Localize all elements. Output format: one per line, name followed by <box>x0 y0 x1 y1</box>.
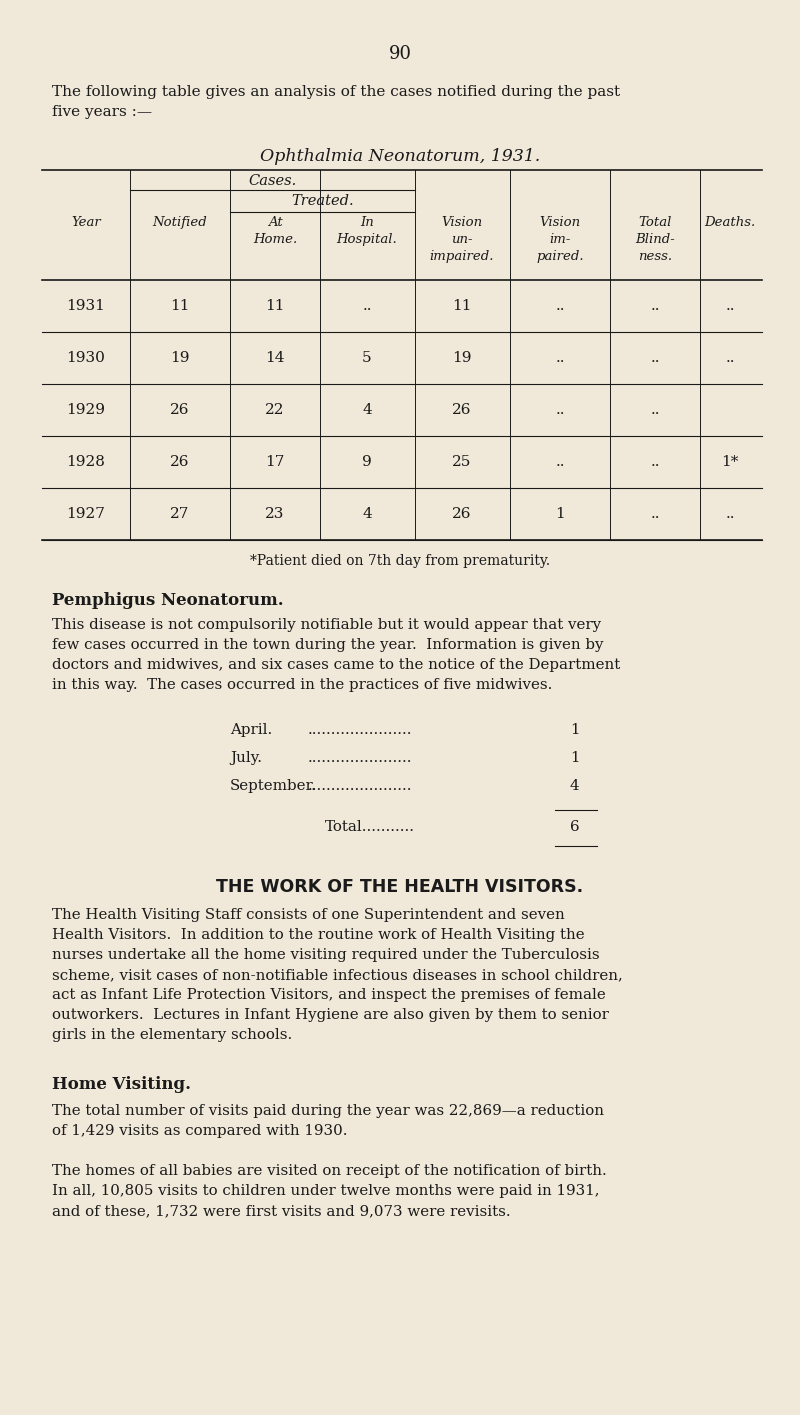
Text: Vision
im-
paired.: Vision im- paired. <box>536 216 584 263</box>
Text: ..: .. <box>650 403 660 417</box>
Text: 1929: 1929 <box>66 403 106 417</box>
Text: ..: .. <box>726 351 734 365</box>
Text: ......................: ...................... <box>308 751 413 766</box>
Text: April.: April. <box>230 723 272 737</box>
Text: 1928: 1928 <box>66 456 106 468</box>
Text: 4: 4 <box>362 403 372 417</box>
Text: 9: 9 <box>362 456 372 468</box>
Text: The following table gives an analysis of the cases notified during the past
five: The following table gives an analysis of… <box>52 85 620 119</box>
Text: Pemphigus Neonatorum.: Pemphigus Neonatorum. <box>52 591 284 608</box>
Text: Cases.: Cases. <box>248 174 297 188</box>
Text: ......................: ...................... <box>308 780 413 792</box>
Text: 1: 1 <box>555 507 565 521</box>
Text: Home Visiting.: Home Visiting. <box>52 1075 191 1092</box>
Text: 11: 11 <box>452 299 472 313</box>
Text: ..: .. <box>555 403 565 417</box>
Text: The homes of all babies are visited on receipt of the notification of birth.
In : The homes of all babies are visited on r… <box>52 1165 606 1218</box>
Text: Notified: Notified <box>153 216 207 229</box>
Text: 11: 11 <box>170 299 190 313</box>
Text: ..: .. <box>555 351 565 365</box>
Text: 1*: 1* <box>722 456 738 468</box>
Text: 26: 26 <box>452 507 472 521</box>
Text: THE WORK OF THE HEALTH VISITORS.: THE WORK OF THE HEALTH VISITORS. <box>217 877 583 896</box>
Text: ..: .. <box>555 456 565 468</box>
Text: 4: 4 <box>570 780 580 792</box>
Text: In
Hospital.: In Hospital. <box>337 216 398 246</box>
Text: 26: 26 <box>170 403 190 417</box>
Text: This disease is not compulsorily notifiable but it would appear that very
few ca: This disease is not compulsorily notifia… <box>52 618 620 692</box>
Text: The total number of visits paid during the year was 22,869—a reduction
of 1,429 : The total number of visits paid during t… <box>52 1104 604 1138</box>
Text: 11: 11 <box>266 299 285 313</box>
Text: ..: .. <box>650 456 660 468</box>
Text: 27: 27 <box>170 507 190 521</box>
Text: ..: .. <box>650 299 660 313</box>
Text: ..: .. <box>362 299 372 313</box>
Text: ..: .. <box>555 299 565 313</box>
Text: 14: 14 <box>266 351 285 365</box>
Text: At
Home.: At Home. <box>253 216 297 246</box>
Text: Year: Year <box>71 216 101 229</box>
Text: Total
Blind-
ness.: Total Blind- ness. <box>635 216 675 263</box>
Text: July.: July. <box>230 751 262 766</box>
Text: 5: 5 <box>362 351 372 365</box>
Text: ......................: ...................... <box>308 723 413 737</box>
Text: 19: 19 <box>170 351 190 365</box>
Text: Treated.: Treated. <box>291 194 354 208</box>
Text: 17: 17 <box>266 456 285 468</box>
Text: ..: .. <box>726 507 734 521</box>
Text: The Health Visiting Staff consists of one Superintendent and seven
Health Visito: The Health Visiting Staff consists of on… <box>52 908 622 1043</box>
Text: ..: .. <box>650 351 660 365</box>
Text: 90: 90 <box>389 45 411 64</box>
Text: 1930: 1930 <box>66 351 106 365</box>
Text: 22: 22 <box>266 403 285 417</box>
Text: 19: 19 <box>452 351 472 365</box>
Text: 1931: 1931 <box>66 299 106 313</box>
Text: 23: 23 <box>266 507 285 521</box>
Text: Deaths.: Deaths. <box>704 216 756 229</box>
Text: 1: 1 <box>570 723 579 737</box>
Text: 1: 1 <box>570 751 579 766</box>
Text: 26: 26 <box>452 403 472 417</box>
Text: 25: 25 <box>452 456 472 468</box>
Text: Total...........: Total........... <box>325 821 415 833</box>
Text: 26: 26 <box>170 456 190 468</box>
Text: ..: .. <box>726 299 734 313</box>
Text: 6: 6 <box>570 821 580 833</box>
Text: Vision
un-
impaired.: Vision un- impaired. <box>430 216 494 263</box>
Text: Ophthalmia Neonatorum, 1931.: Ophthalmia Neonatorum, 1931. <box>260 149 540 166</box>
Text: *Patient died on 7th day from prematurity.: *Patient died on 7th day from prematurit… <box>250 555 550 567</box>
Text: 4: 4 <box>362 507 372 521</box>
Text: September.: September. <box>230 780 317 792</box>
Text: ..: .. <box>650 507 660 521</box>
Text: 1927: 1927 <box>66 507 106 521</box>
